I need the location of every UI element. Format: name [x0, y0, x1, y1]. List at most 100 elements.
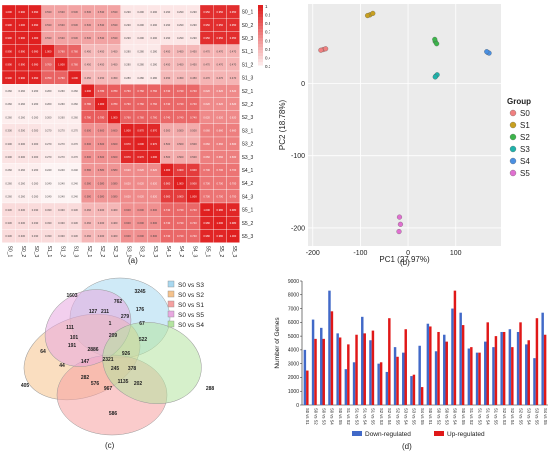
heatmap-col-label: S1_3 — [73, 246, 79, 258]
heatmap-col-label: S5_2 — [218, 246, 224, 258]
heatmap-cell-value: 0.580 — [85, 195, 92, 199]
bar — [336, 333, 339, 405]
colorbar-segment — [258, 47, 263, 51]
heatmap-cell-value: 0.260 — [45, 89, 52, 93]
heatmap-cell-value: 0.270 — [58, 142, 65, 146]
bar-legend-swatch — [434, 431, 444, 436]
heatmap-cell-value: 0.780 — [98, 89, 105, 93]
bar — [355, 334, 358, 405]
heatmap-cell-value: 0.500 — [177, 129, 184, 133]
heatmap-cell-value: 0.290 — [137, 23, 144, 27]
heatmap-row-label: S0_3 — [242, 36, 254, 42]
heatmap-cell-value: 0.990 — [19, 49, 26, 53]
x-tick-label: S0 vs S4 — [330, 408, 335, 425]
bar — [492, 347, 495, 405]
heatmap-cell-value: 0.620 — [230, 102, 237, 106]
heatmap-cell-value: 0.290 — [151, 36, 158, 40]
heatmap-cell-value: 0.300 — [32, 142, 39, 146]
colorbar-segment — [258, 14, 263, 18]
legend-label: S3 — [520, 145, 530, 154]
heatmap-cell-value: 0.470 — [217, 63, 224, 67]
venn-region-count: 245 — [111, 366, 120, 372]
heatmap-cell-value: 0.300 — [5, 129, 12, 133]
pca-point — [432, 74, 438, 80]
heatmap-cell-value: 0.270 — [71, 155, 78, 159]
venn-region-count: 64 — [40, 349, 46, 355]
heatmap-cell-value: 0.260 — [58, 89, 65, 93]
heatmap-cell-value: 0.620 — [203, 102, 210, 106]
bar — [437, 331, 440, 405]
heatmap-cell-value: 0.620 — [151, 181, 158, 185]
heatmap-cell-value: 0.450 — [164, 76, 171, 80]
heatmap-cell-value: 0.260 — [5, 181, 12, 185]
venn-legend-swatch — [167, 290, 175, 298]
colorbar-tick-label: 0.9 — [265, 13, 270, 18]
heatmap-cell-value: 0.620 — [230, 89, 237, 93]
heatmap-cell — [226, 229, 240, 243]
heatmap-cell-value: 0.990 — [5, 63, 12, 67]
heatmap-cell-value: 0.530 — [45, 10, 52, 14]
heatmap-cell-value: 1.000 — [111, 115, 118, 119]
heatmap-cell-value: 0.260 — [32, 181, 39, 185]
heatmap-cell-value: 0.270 — [45, 142, 52, 146]
heatmap-cell-value: 0.460 — [98, 234, 105, 238]
heatmap-cell-value: 0.260 — [19, 89, 26, 93]
heatmap-cell-value: 0.980 — [217, 234, 224, 238]
heatmap-cell-value: 0.700 — [230, 168, 237, 172]
heatmap-cell-value: 0.620 — [230, 115, 237, 119]
heatmap-cell-value: 0.280 — [124, 49, 131, 53]
heatmap-cell-value: 0.780 — [85, 115, 92, 119]
heatmap-cell-value: 0.260 — [32, 102, 39, 106]
x-tick-label: S3 vs S5 — [535, 408, 540, 425]
heatmap-cell-value: 1.000 — [177, 181, 184, 185]
heatmap-cell-value: 0.600 — [85, 129, 92, 133]
heatmap-cell-value: 0.240 — [58, 195, 65, 199]
heatmap-cell-value: 0.260 — [5, 168, 12, 172]
x-axis-label: PC1 (27.97%) — [379, 255, 430, 264]
legend-marker — [509, 157, 517, 165]
bar — [511, 347, 514, 405]
heatmap-cell-value: 0.530 — [45, 23, 52, 27]
y-tick-label: 0 — [296, 403, 299, 409]
bar — [484, 341, 487, 405]
heatmap-cell-value: 0.760 — [58, 49, 65, 53]
deg-bar-panel: 0 1000 2000 3000 4000 5000 6000 7000 8000 9000 Num… — [270, 275, 550, 455]
colorbar-segment — [258, 56, 263, 60]
heatmap-row-label: S1_3 — [242, 76, 254, 82]
x-tick-label: 100 — [450, 250, 462, 257]
heatmap-cell-value: 0.580 — [98, 168, 105, 172]
heatmap-cell-value: 0.620 — [217, 89, 224, 93]
heatmap-cell-value: 0.470 — [217, 49, 224, 53]
heatmap-cell-value: 0.530 — [58, 23, 65, 27]
heatmap-cell-value: 0.600 — [111, 129, 118, 133]
heatmap-cell-value: 0.600 — [151, 221, 158, 225]
heatmap-row-label: S5_1 — [242, 208, 254, 214]
heatmap-cell-value: 0.330 — [71, 234, 78, 238]
heatmap-cell-value: 0.620 — [137, 195, 144, 199]
pca-point — [318, 47, 324, 53]
heatmap-cell-value: 0.900 — [190, 168, 197, 172]
heatmap-cell-value: 0.470 — [230, 49, 237, 53]
colorbar-tick-label: 0.5 — [265, 47, 270, 52]
bar — [404, 329, 407, 405]
heatmap-cell-value: 0.990 — [5, 76, 12, 80]
venn-region-count: 405 — [21, 383, 30, 389]
colorbar-tick-label: 0.4 — [265, 55, 270, 60]
heatmap-cell-value: 0.970 — [137, 155, 144, 159]
legend-marker — [509, 133, 517, 141]
venn-region-count: 191 — [68, 343, 77, 349]
heatmap-cell-value: 0.990 — [5, 23, 12, 27]
heatmap-cell-value: 0.500 — [177, 142, 184, 146]
heatmap-cell-value: 1.000 — [164, 168, 171, 172]
heatmap-cell-value: 0.290 — [177, 10, 184, 14]
venn-region-count: 2321 — [102, 357, 113, 363]
bar — [303, 349, 307, 405]
y-tick-label: 1000 — [288, 389, 299, 395]
colorbar-tick-label: 0.6 — [265, 38, 270, 43]
heatmap-cell-value: 0.260 — [19, 168, 26, 172]
y-tick-label: 3000 — [288, 361, 299, 367]
y-tick-label: -200 — [291, 225, 305, 232]
heatmap-cell-value: 0.450 — [98, 49, 105, 53]
bar — [306, 370, 309, 405]
colorbar-segment — [258, 11, 263, 15]
